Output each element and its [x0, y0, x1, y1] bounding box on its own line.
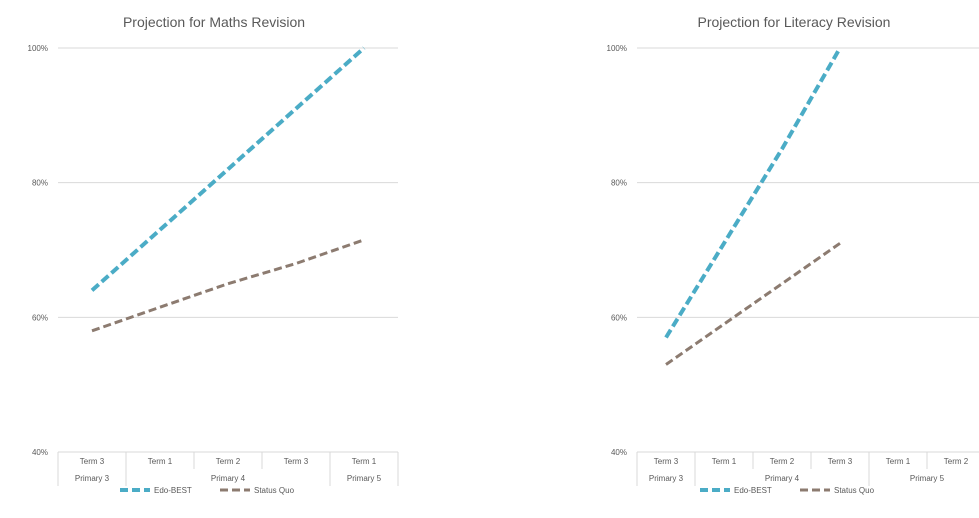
maths-y-tick-label: 80%	[32, 179, 48, 188]
literacy-x-tick-label: Term 3	[654, 457, 679, 466]
maths-legend-label: Edo-BEST	[154, 486, 192, 495]
literacy-chart-title: Projection for Literacy Revision	[698, 14, 891, 30]
literacy-x-tick-label: Term 1	[886, 457, 911, 466]
maths-x-tick-label: Term 3	[284, 457, 309, 466]
literacy-y-tick-label: 100%	[607, 44, 627, 53]
maths-group-label: Primary 5	[347, 474, 382, 483]
literacy-x-tick-label: Term 3	[828, 457, 853, 466]
literacy-x-tick-label: Term 2	[944, 457, 969, 466]
literacy-legend-label: Status Quo	[834, 486, 875, 495]
maths-y-tick-label: 40%	[32, 448, 48, 457]
literacy-legend-label: Edo-BEST	[734, 486, 772, 495]
literacy-series-line-edo-best	[664, 47, 842, 339]
literacy-y-tick-label: 40%	[611, 448, 627, 457]
literacy-y-tick-label: 80%	[611, 179, 627, 188]
literacy-chart: Projection for Literacy Revision 40% 60% 80…	[607, 14, 979, 495]
maths-y-tick-label: 100%	[28, 44, 48, 53]
literacy-series-line-status-quo	[665, 242, 841, 366]
maths-x-tick-label: Term 2	[216, 457, 241, 466]
maths-x-tick-label: Term 3	[80, 457, 105, 466]
literacy-x-tick-label: Term 1	[712, 457, 737, 466]
maths-x-tick-label: Term 1	[352, 457, 377, 466]
maths-group-label: Primary 4	[211, 474, 246, 483]
maths-group-label: Primary 3	[75, 474, 110, 483]
maths-x-tick-label: Term 1	[148, 457, 173, 466]
literacy-group-label: Primary 4	[765, 474, 800, 483]
maths-y-tick-label: 60%	[32, 313, 48, 322]
literacy-group-label: Primary 5	[910, 474, 945, 483]
maths-chart: Projection for Maths Revision 40% 60% 80% 10…	[28, 14, 399, 495]
maths-legend-label: Status Quo	[254, 486, 295, 495]
literacy-x-tick-label: Term 2	[770, 457, 795, 466]
maths-chart-title: Projection for Maths Revision	[123, 14, 305, 30]
literacy-group-label: Primary 3	[649, 474, 684, 483]
literacy-y-tick-label: 60%	[611, 313, 627, 322]
